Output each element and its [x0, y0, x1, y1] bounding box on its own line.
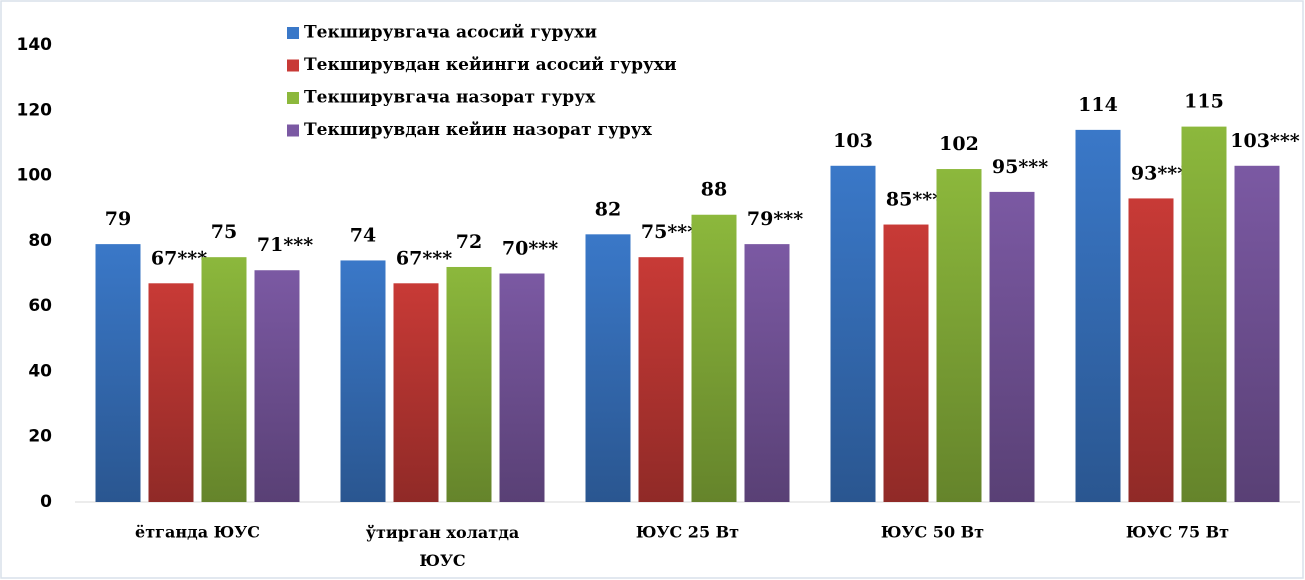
- bar: [744, 244, 790, 502]
- y-tick-label: 80: [28, 231, 52, 251]
- data-label: 102: [939, 133, 979, 155]
- y-tick-label: 100: [17, 166, 53, 186]
- bar: [446, 266, 492, 502]
- bar: [393, 283, 439, 502]
- legend-swatch: [287, 27, 299, 39]
- bar: [936, 169, 982, 503]
- bar: [148, 283, 194, 502]
- bar: [638, 257, 684, 502]
- bar: [1075, 129, 1121, 502]
- y-tick-label: 40: [28, 361, 52, 381]
- data-label: 67***: [396, 247, 452, 269]
- data-label: 74: [350, 224, 376, 246]
- x-tick-label: ётганда ЮУС: [135, 523, 260, 542]
- bar: [499, 273, 545, 502]
- data-label: 85***: [886, 189, 942, 211]
- data-label: 93***: [1131, 162, 1187, 184]
- data-label: 67***: [151, 247, 207, 269]
- data-label: 88: [701, 179, 727, 201]
- data-label: 103***: [1230, 130, 1300, 152]
- legend-label: Текширувдан кейин назорат гурух: [304, 120, 653, 140]
- legend-label: Текширувдан кейинги асосий гурухи: [304, 55, 677, 75]
- y-tick-label: 0: [40, 492, 52, 512]
- y-tick-label: 60: [28, 296, 52, 316]
- data-label: 95***: [992, 156, 1048, 178]
- bar: [691, 214, 737, 502]
- legend-label: Текширувгача назорат гурух: [304, 88, 596, 108]
- data-label: 75: [211, 221, 237, 243]
- legend-swatch: [287, 59, 299, 72]
- bar: [340, 260, 386, 502]
- bar: [95, 244, 141, 502]
- bar: [1234, 165, 1280, 502]
- legend-label: Текширувгача асосий гурухи: [304, 23, 597, 43]
- legend-swatch: [287, 124, 299, 137]
- bar: [585, 234, 631, 503]
- x-tick-label: ЮУС 75 Вт: [1126, 523, 1229, 542]
- data-label: 72: [456, 231, 482, 253]
- data-label: 79: [105, 208, 131, 230]
- x-tick-label: ўтирган холатда ЮУС: [366, 523, 519, 570]
- bar: [254, 270, 300, 502]
- bar: [1181, 126, 1227, 502]
- bar: [989, 191, 1035, 502]
- data-label: 114: [1078, 94, 1118, 116]
- y-tick-label: 20: [28, 427, 52, 447]
- x-tick-label: ЮУС 25 Вт: [636, 523, 739, 542]
- bar: [201, 257, 247, 502]
- data-label: 79***: [747, 208, 803, 230]
- y-tick-label: 120: [17, 100, 53, 120]
- data-label: 115: [1184, 91, 1224, 113]
- y-tick-label: 140: [17, 35, 53, 55]
- bar: [1128, 198, 1174, 502]
- x-tick-label: ЮУС 50 Вт: [881, 523, 984, 542]
- bar: [883, 224, 929, 503]
- data-label: 71***: [257, 234, 313, 256]
- data-label: 103: [833, 130, 873, 152]
- bar: [830, 165, 876, 502]
- data-label: 75***: [641, 221, 697, 243]
- legend-swatch: [287, 92, 299, 104]
- data-label: 70***: [502, 238, 558, 260]
- data-label: 82: [595, 198, 621, 220]
